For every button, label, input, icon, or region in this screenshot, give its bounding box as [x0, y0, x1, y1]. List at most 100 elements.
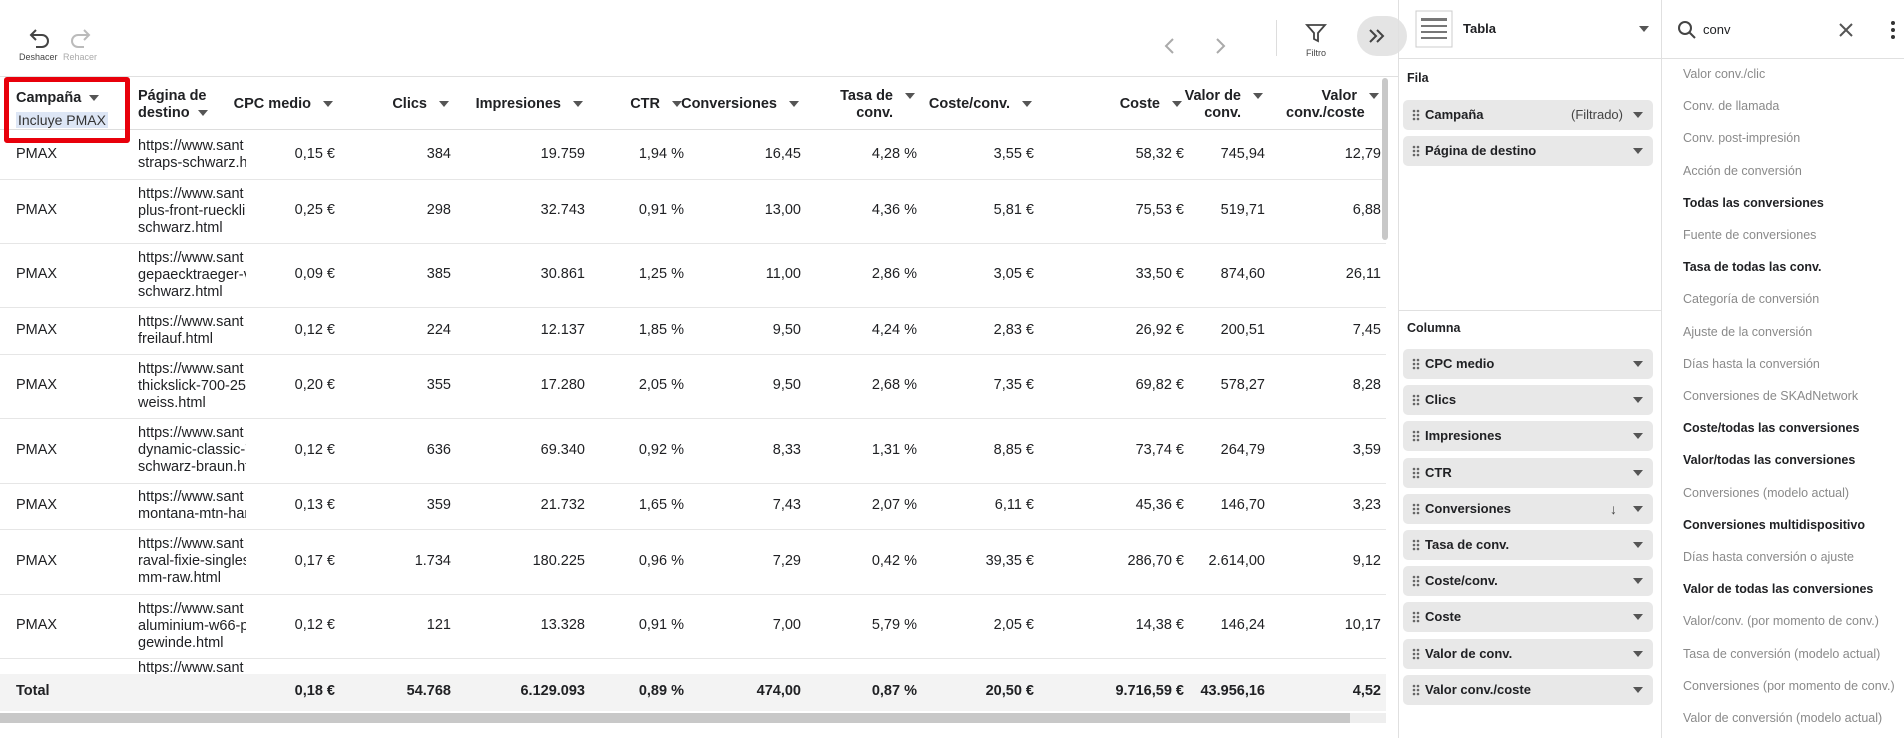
search-result[interactable]: Valor de todas las conversiones [1683, 582, 1874, 597]
chip-label[interactable]: Clics [1425, 392, 1457, 408]
chip-caret[interactable] [1633, 361, 1643, 367]
chip-label[interactable]: Coste/conv. [1425, 573, 1498, 589]
chip-caret[interactable] [1633, 505, 1643, 512]
drag-handle[interactable] [1412, 539, 1420, 551]
sort-caret[interactable] [1253, 93, 1263, 99]
chip-caret[interactable] [1633, 433, 1643, 440]
chip-caret[interactable] [1633, 397, 1643, 404]
column-header[interactable]: Campaña [16, 90, 116, 107]
column-header[interactable]: Valor de conv. [1165, 88, 1263, 122]
filter-label[interactable]: Filtro [1306, 48, 1326, 58]
chip-caret[interactable] [1633, 614, 1643, 621]
row-chip[interactable]: Página de destino [1403, 136, 1653, 166]
chip-caret[interactable] [1633, 578, 1643, 585]
sort-caret[interactable] [905, 93, 915, 99]
search-result[interactable]: Conversiones multidispositivo [1683, 517, 1865, 532]
search-result[interactable]: Coste/todas las conversiones [1683, 421, 1860, 436]
chip-label[interactable]: Coste [1425, 609, 1462, 625]
drag-handle[interactable] [1412, 430, 1420, 442]
search-result[interactable]: Conversiones de SKAdNetwork [1683, 389, 1859, 403]
undo-icon[interactable] [28, 26, 52, 48]
column-header[interactable]: CTR [594, 96, 682, 113]
chip-label[interactable]: CTR [1425, 464, 1452, 480]
chip-caret[interactable] [1633, 542, 1643, 548]
search-result[interactable]: Tasa de conversión (modelo actual) [1683, 646, 1881, 661]
search-result[interactable]: Todas las conversiones [1683, 195, 1824, 210]
drag-handle[interactable] [1412, 467, 1420, 479]
search-result[interactable]: Conv. post-impresión [1683, 131, 1801, 146]
search-result[interactable]: Acción de conversión [1683, 163, 1802, 178]
column-chip[interactable]: Valor conv./coste [1403, 674, 1653, 705]
search-result[interactable]: Tasa de todas las conv. [1683, 260, 1822, 275]
sort-caret[interactable] [439, 101, 449, 107]
column-header[interactable]: Coste/conv. [924, 96, 1032, 113]
chip-label[interactable]: Tasa de conv. [1425, 537, 1510, 552]
search-result[interactable]: Conversiones (modelo actual) [1683, 485, 1850, 500]
drag-handle[interactable] [1412, 358, 1420, 370]
column-chip[interactable]: Coste [1403, 602, 1653, 633]
redo-icon[interactable] [68, 26, 92, 48]
column-chip[interactable]: Conversiones ↓ [1403, 493, 1653, 524]
clear-button[interactable] [1838, 22, 1854, 38]
search-result[interactable]: Días hasta la conversión [1683, 356, 1820, 371]
drag-handle[interactable] [1412, 145, 1420, 157]
search-result[interactable]: Fuente de conversiones [1683, 228, 1817, 242]
column-header[interactable]: CPC medio [215, 96, 333, 113]
column-chip[interactable]: Tasa de conv. [1403, 530, 1653, 560]
column-chip[interactable]: Clics [1403, 385, 1653, 416]
drag-handle[interactable] [1412, 648, 1420, 660]
next-button[interactable] [1210, 36, 1230, 56]
chip-label[interactable]: Campaña [1425, 107, 1484, 122]
drag-handle[interactable] [1412, 684, 1420, 696]
chip-label[interactable]: Valor conv./coste [1425, 681, 1531, 697]
sort-caret[interactable] [89, 95, 100, 102]
chip-caret[interactable] [1633, 469, 1643, 476]
chip-caret[interactable] [1633, 686, 1643, 693]
sort-caret[interactable] [197, 110, 208, 117]
dropdown-caret[interactable] [1639, 26, 1649, 32]
filter-icon[interactable] [1305, 22, 1327, 44]
drag-handle[interactable] [1412, 503, 1420, 515]
sort-arrow[interactable]: ↓ [1610, 500, 1617, 517]
search-result[interactable]: Valor de conversión (modelo actual) [1683, 711, 1883, 725]
column-header[interactable]: Coste [1054, 96, 1182, 113]
h-scrollbar[interactable] [0, 713, 1350, 723]
view-name[interactable]: Tabla [1463, 21, 1496, 36]
collapse-icon[interactable] [1366, 26, 1388, 46]
sort-caret[interactable] [323, 101, 333, 107]
search-result[interactable]: Valor conv./clic [1683, 67, 1766, 81]
column-header[interactable]: Conversiones [681, 96, 799, 113]
chip-label[interactable]: Impresiones [1425, 428, 1502, 444]
sort-caret[interactable] [672, 101, 682, 107]
drag-handle[interactable] [1412, 109, 1420, 121]
column-chip[interactable]: Coste/conv. [1403, 566, 1653, 597]
redo-label[interactable]: Rehacer [63, 52, 98, 62]
sort-caret[interactable] [1022, 101, 1032, 107]
drag-handle[interactable] [1412, 611, 1420, 623]
search-input[interactable]: conv [1703, 22, 1731, 37]
sort-caret[interactable] [1172, 101, 1182, 107]
column-header[interactable]: Tasa de conv. [817, 88, 915, 122]
search-result[interactable]: Valor/conv. (por momento de conv.) [1683, 614, 1879, 629]
sort-caret[interactable] [789, 101, 799, 107]
chip-caret[interactable] [1633, 112, 1643, 118]
chip-caret[interactable] [1633, 148, 1643, 154]
column-chip[interactable]: Impresiones [1403, 421, 1653, 452]
search-result[interactable]: Valor/todas las conversiones [1683, 453, 1856, 468]
search-result[interactable]: Conv. de llamada [1683, 99, 1780, 114]
column-chip[interactable]: Valor de conv. [1403, 638, 1653, 669]
row-chip[interactable]: Campaña (Filtrado) [1403, 100, 1653, 130]
column-header[interactable]: Impresiones [475, 96, 583, 113]
sort-caret[interactable] [573, 101, 583, 107]
search-bar[interactable] [1661, 0, 1904, 59]
chip-label[interactable]: Valor de conv. [1425, 645, 1513, 661]
chip-label[interactable]: Página de destino [1425, 143, 1537, 158]
drag-handle[interactable] [1412, 575, 1420, 587]
chip-caret[interactable] [1633, 650, 1643, 657]
column-chip[interactable]: CTR [1403, 457, 1653, 488]
undo-label[interactable]: Deshacer [19, 52, 58, 62]
chip-label[interactable]: CPC medio [1425, 356, 1495, 371]
prev-button[interactable] [1160, 36, 1180, 56]
chip-label[interactable]: Conversiones [1425, 500, 1511, 516]
more-button[interactable] [1890, 20, 1896, 40]
